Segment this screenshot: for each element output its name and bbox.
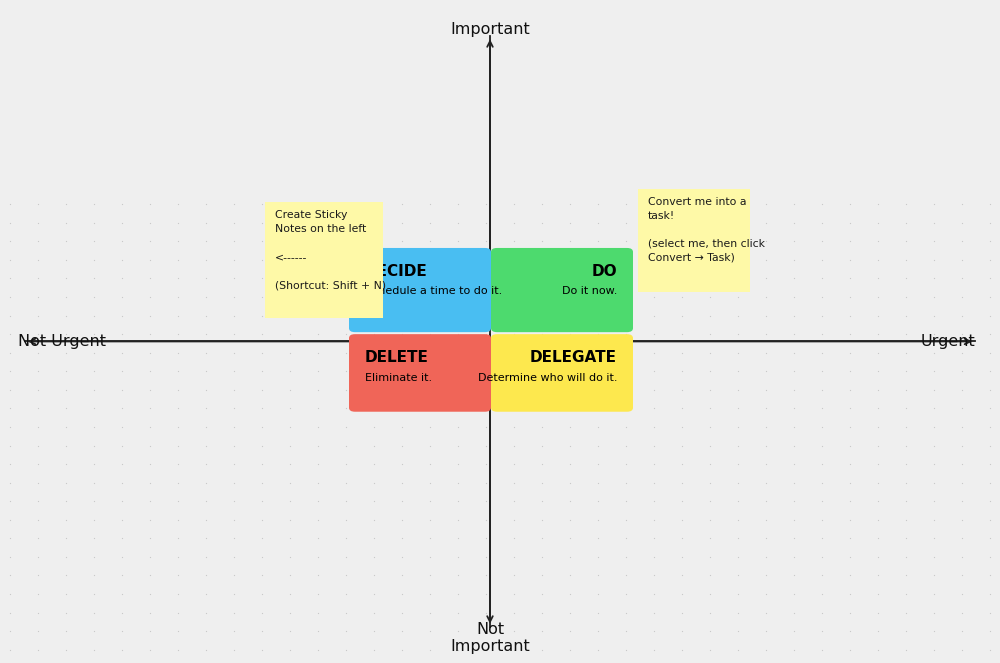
Text: Schedule a time to do it.: Schedule a time to do it. [365, 286, 502, 296]
FancyBboxPatch shape [638, 189, 750, 292]
Text: Not Urgent: Not Urgent [18, 334, 106, 349]
FancyBboxPatch shape [491, 248, 633, 332]
FancyBboxPatch shape [349, 334, 491, 412]
Text: Urgent: Urgent [920, 334, 975, 349]
Text: Not
Important: Not Important [450, 622, 530, 654]
FancyBboxPatch shape [491, 334, 633, 412]
FancyBboxPatch shape [265, 202, 383, 318]
Text: Convert me into a
task!

(select me, then click
Convert → Task): Convert me into a task! (select me, then… [648, 197, 765, 263]
Text: Important: Important [450, 23, 530, 37]
Text: Determine who will do it.: Determine who will do it. [478, 373, 617, 383]
FancyBboxPatch shape [349, 248, 491, 332]
Text: Eliminate it.: Eliminate it. [365, 373, 432, 383]
Text: Create Sticky
Notes on the left

<------

(Shortcut: Shift + N): Create Sticky Notes on the left <------ … [275, 210, 386, 290]
Text: Do it now.: Do it now. [562, 286, 617, 296]
Text: DELEGATE: DELEGATE [530, 350, 617, 365]
Text: DECIDE: DECIDE [365, 264, 428, 279]
Text: DELETE: DELETE [365, 350, 429, 365]
Text: DO: DO [591, 264, 617, 279]
